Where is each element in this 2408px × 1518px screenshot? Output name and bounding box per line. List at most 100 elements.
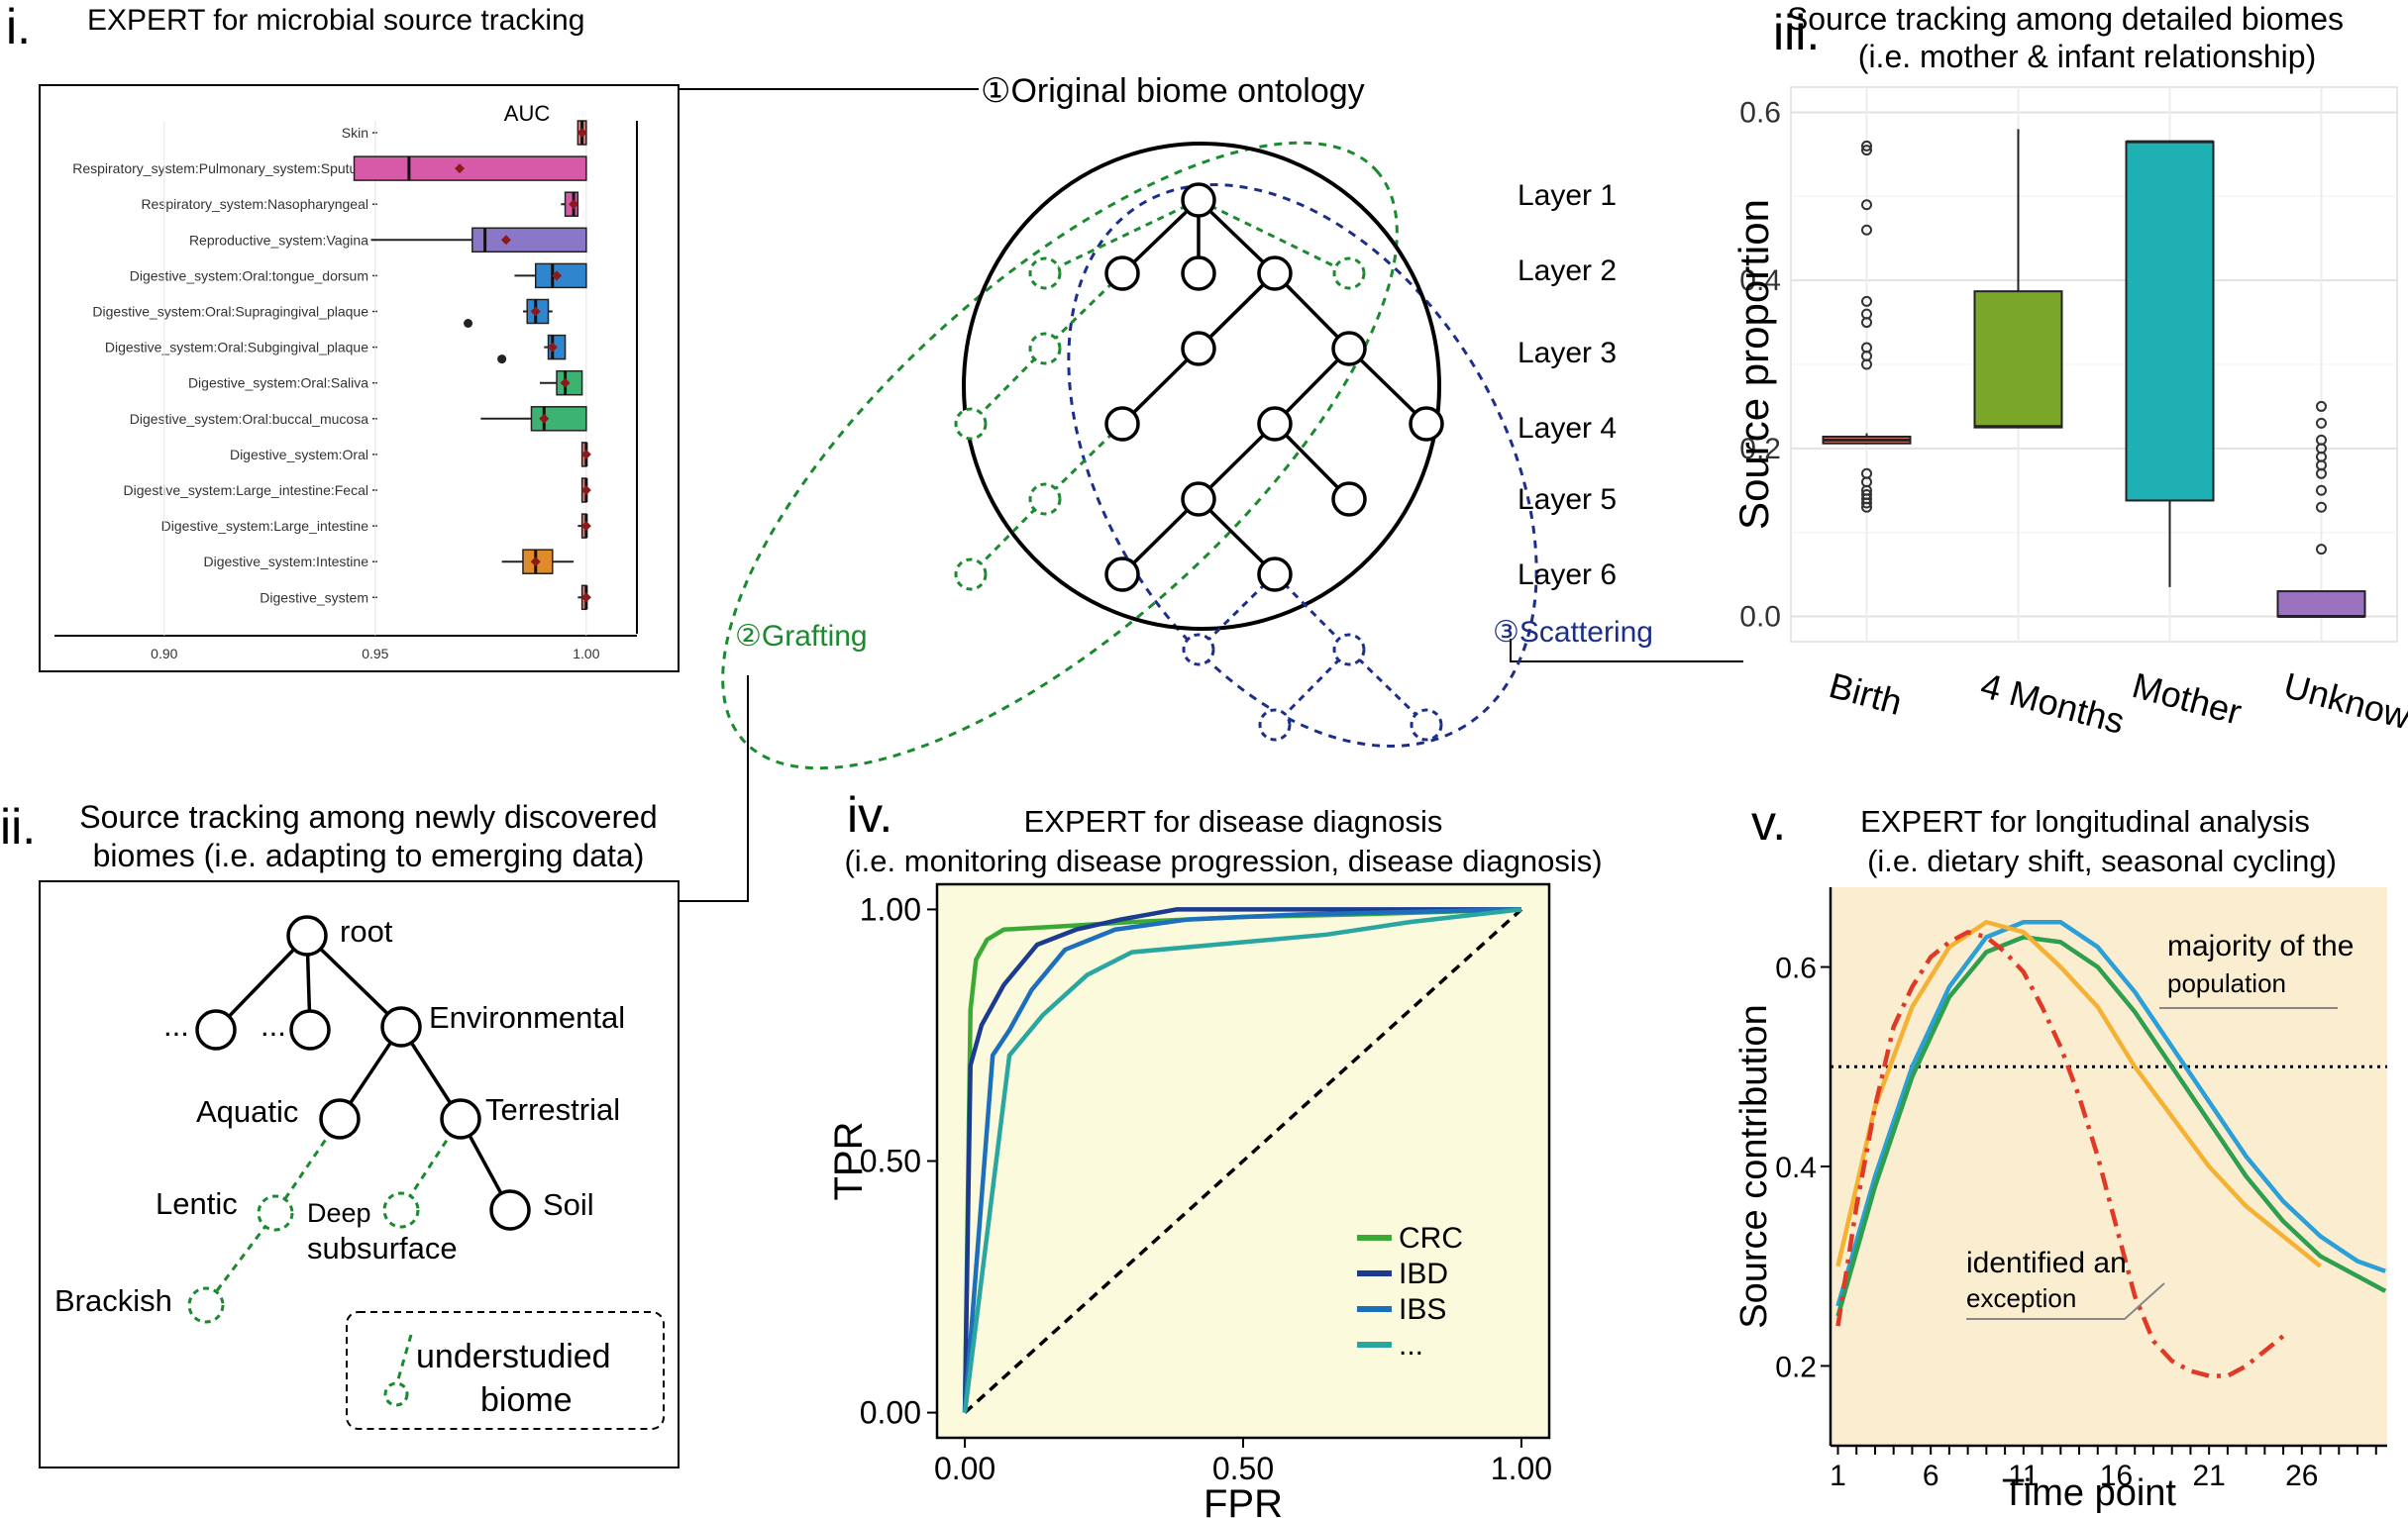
y-tick-label: 0.00 [860, 1395, 921, 1431]
auc-mean-marker [539, 413, 550, 424]
roc-curve-4 [962, 907, 1522, 1413]
outlier-point [1861, 295, 1872, 307]
grafting-mark: ② [735, 620, 762, 653]
series-curve-1 [1835, 920, 2386, 1307]
layer-label: Layer 1 [1518, 179, 1617, 212]
grafting-text: Grafting [762, 620, 868, 653]
ontology-nodes [1104, 182, 1444, 592]
x-tick-label: 1.00 [1491, 1451, 1552, 1486]
auc-outlier-point [464, 319, 473, 328]
roc-curve-3 [962, 907, 1521, 1413]
auc-box [530, 406, 587, 432]
auc-category-label: Digestive_system [260, 589, 368, 605]
ontology-title-text: Original biome ontology [1010, 72, 1364, 110]
layer-label: Layer 4 [1518, 412, 1617, 445]
layer-labels: Layer 1 Layer 2 Layer 3 Layer 4 Layer 5 … [1518, 179, 1617, 591]
label-soil: Soil [543, 1187, 594, 1222]
auc-category-label: Digestive_system:Large_intestine [161, 518, 369, 534]
legend-label: IBS [1399, 1293, 1446, 1326]
annotation-exception: exception [1966, 1283, 2076, 1313]
auc-category-label: Digestive_system:Oral:tongue_dorsum [130, 267, 368, 283]
auc-mean-marker [530, 557, 541, 567]
panel-iii-title-line2: (i.e. mother & infant relationship) [1858, 39, 2316, 74]
grafted-edges [969, 198, 1350, 576]
auc-mean-marker [500, 235, 511, 246]
connector-ii-grafting [679, 675, 749, 902]
auc-mean-marker [530, 306, 541, 317]
label-environmental: Environmental [429, 1000, 625, 1035]
auc-mean-marker [580, 592, 591, 603]
outlier-point [1861, 140, 1872, 152]
auc-x-tick-label: 0.90 [151, 646, 177, 661]
ontology-title: ①Original biome ontology [981, 72, 1365, 110]
label-aquatic: Aquatic [196, 1094, 298, 1129]
outlier-point [2316, 484, 2327, 496]
plot-area [1831, 887, 2387, 1446]
auc-gridlines [163, 121, 587, 636]
auc-category-label: Digestive_system:Oral:Subgingival_plaque [105, 340, 368, 355]
grafting-region [721, 141, 1399, 770]
source-proportion-chart: 0.0 0.2 0.4 0.6 Source proportion Birth 4 Mont… [1730, 86, 2408, 743]
auc-mean-marker [560, 377, 571, 388]
panel-v-letter: v. [1751, 795, 1786, 851]
roc-curve-2 [962, 907, 1521, 1413]
ontology-tree-edges [1120, 198, 1428, 576]
label-subsurface: subsurface [307, 1231, 458, 1265]
x-tick-label: 26 [2285, 1460, 2318, 1492]
outlier-point [1861, 467, 1872, 479]
panel-v-title-line2: (i.e. dietary shift, seasonal cycling) [1867, 844, 2337, 878]
auc-category-label: Digestive_system:Large_intestine:Fecal [124, 482, 368, 498]
x-tick-label: Unknown [2279, 664, 2408, 742]
auc-category-label: Digestive_system:Oral [230, 447, 368, 462]
new-biome-grafted-nodes [187, 1191, 420, 1407]
auc-title: AUC [504, 101, 551, 126]
scattered-edges [1197, 572, 1428, 727]
grafting-label: ②Grafting [735, 620, 868, 653]
outlier-point [1861, 342, 1872, 354]
x-tick-label: Birth [1825, 664, 1906, 723]
x-tick-label: 4 Months [1976, 664, 2129, 742]
auc-x-ticks: 0.90 0.95 1.00 [151, 646, 600, 661]
auc-mean-marker [547, 342, 558, 353]
y-axis-label: Source proportion [1730, 199, 1777, 530]
original-ontology-circle [962, 142, 1441, 631]
x-tick-label: Mother [2128, 664, 2246, 733]
x-tick-label: 11 [2008, 1460, 2039, 1492]
outlier-point [1861, 199, 1872, 211]
panel-ii-title-line2: biomes (i.e. adapting to emerging data) [93, 838, 645, 873]
legend-label: ... [1399, 1329, 1423, 1362]
panel-ii-letter: ii. [0, 799, 36, 855]
auc-mean-marker [569, 199, 579, 210]
y-tick-label: 0.50 [860, 1144, 921, 1179]
panel-iv-title-line1: EXPERT for disease diagnosis [1024, 804, 1443, 839]
auc-category-label: Respiratory_system:Nasopharyngeal [141, 196, 368, 212]
x-tick-label: 6 [1923, 1460, 1939, 1492]
box [2125, 141, 2215, 502]
y-tick-label: 0.4 [1739, 264, 1781, 297]
scattering-mark: ③ [1493, 616, 1519, 649]
panel-i-letter: i. [6, 0, 31, 54]
scattered-nodes [1182, 633, 1443, 742]
series-curve-2 [1835, 935, 2387, 1317]
layer-label: Layer 6 [1518, 558, 1617, 591]
x-tick-label: 0.00 [934, 1451, 995, 1486]
panel-iii-title-line1: Source tracking among detailed biomes [1787, 1, 2344, 37]
auc-category-label: Digestive_system:Intestine [203, 554, 368, 569]
exception-leader-line [1966, 1282, 2165, 1320]
panel-iii-letter: iii. [1773, 5, 1820, 60]
legend-understudied: understudied [416, 1338, 611, 1375]
auc-category-label: Respiratory_system:Pulmonary_system:Sput… [72, 160, 368, 176]
auc-mean-marker [576, 128, 587, 138]
understudied-legend-box [346, 1311, 665, 1430]
legend-label: CRC [1399, 1222, 1463, 1255]
x-tick-label: 16 [2100, 1460, 2133, 1492]
box [2276, 590, 2366, 618]
panel-i-frame [39, 84, 680, 672]
series-curve-4 [1835, 930, 2285, 1378]
panel-v-title-line1: EXPERT for longitudinal analysis [1860, 804, 2310, 839]
auc-outlier-point [497, 354, 507, 364]
y-axis-label: TPR [827, 1122, 871, 1201]
auc-box [353, 155, 587, 181]
